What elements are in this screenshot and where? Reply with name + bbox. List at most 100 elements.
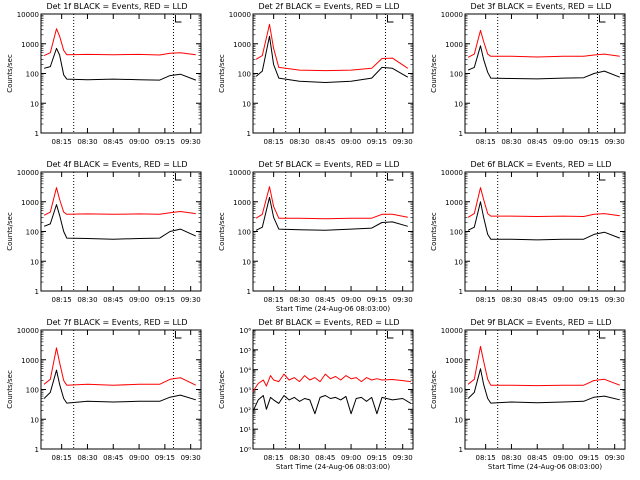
state-bracket [598,15,606,23]
x-tick-label: 09:15 [155,454,175,462]
events-series-line [255,35,409,83]
x-tick-label: 09:15 [579,454,599,462]
y-axis-label: Counts/sec [218,212,226,251]
y-tick-label: 1 [247,130,251,138]
chart-panel-6: Det 6f BLACK = Events, RED = LLD 1 10 100 10… [430,160,626,304]
x-axis-label: Start Time (24-Aug-06 08:03:00) [276,463,390,471]
x-tick-label: 09:15 [579,138,599,146]
plot-frame [464,171,626,292]
chart-panel-4: Det 4f BLACK = Events, RED = LLD 1 10 100 10… [6,160,202,304]
y-tick-label: 1 [459,130,463,138]
x-tick-label: 08:15 [52,296,72,304]
y-tick-label: 10 [454,100,463,108]
x-tick-label: 08:45 [315,296,335,304]
state-bracket [174,173,182,181]
chart-title: Det 8f BLACK = Events, RED = LLD [258,318,399,327]
plot-frame [464,329,626,450]
plot-frame [252,329,414,450]
chart-title: Det 6f BLACK = Events, RED = LLD [470,160,611,169]
x-tick-label: 08:30 [501,296,521,304]
y-tick-label: 10000 [441,169,463,177]
y-tick-label: 100 [26,229,39,237]
events-series-line [467,201,620,241]
y-axis-label: Counts/sec [6,370,14,409]
x-tick-label: 09:30 [181,454,201,462]
chart-title: Det 9f BLACK = Events, RED = LLD [470,318,611,327]
x-tick-label: 08:15 [476,138,496,146]
state-bracket [174,15,182,23]
y-tick-label: 10 [30,416,39,424]
x-tick-label: 09:00 [553,454,573,462]
state-bracket [386,173,394,181]
y-tick-label: 10⁶ [239,327,251,335]
y-tick-label: 1000 [445,199,463,207]
lld-series-line [43,347,197,386]
events-series-line [467,368,620,404]
x-tick-label: 09:30 [181,138,201,146]
state-bracket [174,331,182,339]
y-tick-label: 10 [242,100,251,108]
y-tick-label: 10⁵ [239,347,251,355]
x-axis-label: Start Time (24-Aug-06 08:03:00) [488,463,602,471]
x-tick-label: 08:30 [77,138,97,146]
events-series-line [255,196,408,231]
y-tick-label: 1000 [445,41,463,49]
chart-panel-1: Det 1f BLACK = Events, RED = LLD 1 10 100 10… [6,2,202,146]
y-tick-label: 1000 [445,357,463,365]
plot-frame [252,171,414,292]
y-tick-label: 1000 [21,357,39,365]
lld-series-line [467,187,620,218]
chart-title: Det 4f BLACK = Events, RED = LLD [46,160,187,169]
lld-series-line [467,345,620,387]
events-series-line [252,395,412,415]
x-tick-label: 09:00 [341,296,361,304]
y-tick-label: 100 [238,71,251,79]
chart-title: Det 2f BLACK = Events, RED = LLD [258,2,399,11]
y-tick-label: 10¹ [239,426,251,434]
events-series-line [43,204,197,240]
y-tick-label: 100 [26,387,39,395]
x-tick-label: 09:15 [367,138,387,146]
x-tick-label: 09:00 [341,454,361,462]
state-bracket [386,15,394,23]
chart-title: Det 3f BLACK = Events, RED = LLD [470,2,611,11]
x-tick-label: 09:00 [129,454,149,462]
state-bracket [386,331,394,339]
y-axis-label: Counts/sec [430,212,438,251]
x-tick-label: 09:15 [155,296,175,304]
x-tick-label: 08:15 [476,454,496,462]
chart-panel-5: Det 5f BLACK = Events, RED = LLD 1 10 100 10… [218,160,414,313]
y-tick-label: 10 [454,416,463,424]
y-tick-label: 1 [459,288,463,296]
chart-panel-9: Det 9f BLACK = Events, RED = LLD 1 10 100 10… [430,318,626,471]
x-axis-label: Start Time (24-Aug-06 08:03:00) [276,305,390,313]
x-tick-label: 08:15 [264,454,284,462]
y-tick-label: 10000 [229,11,251,19]
y-tick-label: 10000 [229,169,251,177]
x-tick-label: 08:45 [103,138,123,146]
y-tick-label: 10 [242,258,251,266]
x-tick-label: 09:00 [129,138,149,146]
x-tick-label: 08:15 [476,296,496,304]
y-tick-label: 1 [459,446,463,454]
y-tick-label: 10000 [17,327,39,335]
events-series-line [43,47,196,81]
x-tick-label: 08:45 [527,296,547,304]
y-axis-label: Counts/sec [218,370,226,409]
y-tick-label: 10 [454,258,463,266]
chart-title: Det 5f BLACK = Events, RED = LLD [258,160,399,169]
y-axis-label: Counts/sec [218,54,226,93]
x-tick-label: 08:45 [315,138,335,146]
x-tick-label: 09:30 [393,454,413,462]
lld-series-line [43,28,196,57]
plot-frame [40,171,202,292]
x-tick-label: 08:45 [103,454,123,462]
y-tick-label: 1 [247,288,251,296]
lld-series-line [255,186,408,220]
y-tick-label: 10² [239,406,251,414]
y-tick-label: 100 [450,387,463,395]
x-tick-label: 08:30 [77,296,97,304]
x-tick-label: 09:30 [605,138,625,146]
plot-frame [40,13,202,134]
